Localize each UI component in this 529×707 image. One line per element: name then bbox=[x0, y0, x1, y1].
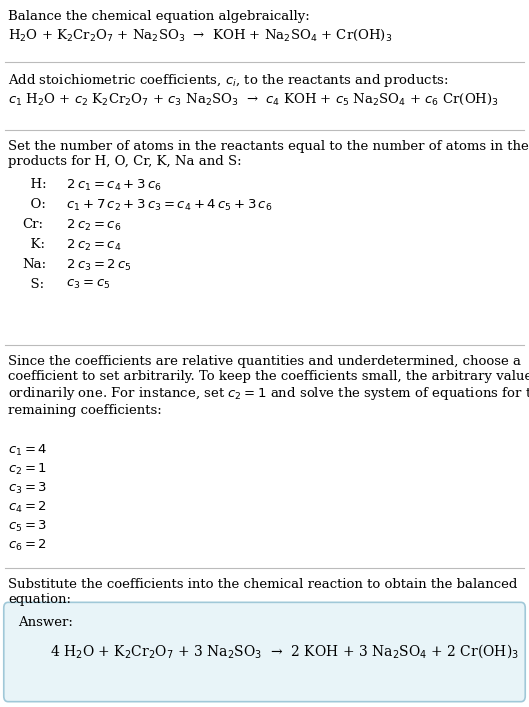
Text: Since the coefficients are relative quantities and underdetermined, choose a
coe: Since the coefficients are relative quan… bbox=[8, 355, 529, 417]
Text: $c_1 = 4$: $c_1 = 4$ bbox=[8, 443, 48, 458]
Text: $2\,c_1 = c_4 + 3\,c_6$: $2\,c_1 = c_4 + 3\,c_6$ bbox=[58, 178, 162, 193]
Text: Add stoichiometric coefficients, $c_i$, to the reactants and products:: Add stoichiometric coefficients, $c_i$, … bbox=[8, 72, 449, 89]
Text: $c_1$ H$_2$O + $c_2$ K$_2$Cr$_2$O$_7$ + $c_3$ Na$_2$SO$_3$  →  $c_4$ KOH + $c_5$: $c_1$ H$_2$O + $c_2$ K$_2$Cr$_2$O$_7$ + … bbox=[8, 92, 499, 107]
Text: $c_3 = c_5$: $c_3 = c_5$ bbox=[58, 278, 111, 291]
Text: Set the number of atoms in the reactants equal to the number of atoms in the
pro: Set the number of atoms in the reactants… bbox=[8, 140, 529, 168]
Text: Balance the chemical equation algebraically:: Balance the chemical equation algebraica… bbox=[8, 10, 310, 23]
Text: $c_5 = 3$: $c_5 = 3$ bbox=[8, 519, 47, 534]
Text: $2\,c_3 = 2\,c_5$: $2\,c_3 = 2\,c_5$ bbox=[58, 258, 132, 273]
Text: Cr:: Cr: bbox=[22, 218, 43, 231]
Text: $c_6 = 2$: $c_6 = 2$ bbox=[8, 538, 47, 553]
Text: $2\,c_2 = c_6$: $2\,c_2 = c_6$ bbox=[58, 218, 121, 233]
Text: 4 H$_2$O + K$_2$Cr$_2$O$_7$ + 3 Na$_2$SO$_3$  →  2 KOH + 3 Na$_2$SO$_4$ + 2 Cr(O: 4 H$_2$O + K$_2$Cr$_2$O$_7$ + 3 Na$_2$SO… bbox=[50, 642, 519, 660]
Text: $c_1 + 7\,c_2 + 3\,c_3 = c_4 + 4\,c_5 + 3\,c_6$: $c_1 + 7\,c_2 + 3\,c_3 = c_4 + 4\,c_5 + … bbox=[58, 198, 272, 213]
Text: Answer:: Answer: bbox=[18, 616, 73, 629]
Text: Substitute the coefficients into the chemical reaction to obtain the balanced
eq: Substitute the coefficients into the che… bbox=[8, 578, 517, 606]
Text: H$_2$O + K$_2$Cr$_2$O$_7$ + Na$_2$SO$_3$  →  KOH + Na$_2$SO$_4$ + Cr(OH)$_3$: H$_2$O + K$_2$Cr$_2$O$_7$ + Na$_2$SO$_3$… bbox=[8, 28, 393, 43]
Text: O:: O: bbox=[22, 198, 46, 211]
Text: $c_2 = 1$: $c_2 = 1$ bbox=[8, 462, 47, 477]
Text: $c_4 = 2$: $c_4 = 2$ bbox=[8, 500, 47, 515]
Text: $2\,c_2 = c_4$: $2\,c_2 = c_4$ bbox=[58, 238, 122, 253]
Text: K:: K: bbox=[22, 238, 45, 251]
Text: S:: S: bbox=[22, 278, 44, 291]
Text: $c_3 = 3$: $c_3 = 3$ bbox=[8, 481, 47, 496]
Text: Na:: Na: bbox=[22, 258, 46, 271]
Text: H:: H: bbox=[22, 178, 47, 191]
